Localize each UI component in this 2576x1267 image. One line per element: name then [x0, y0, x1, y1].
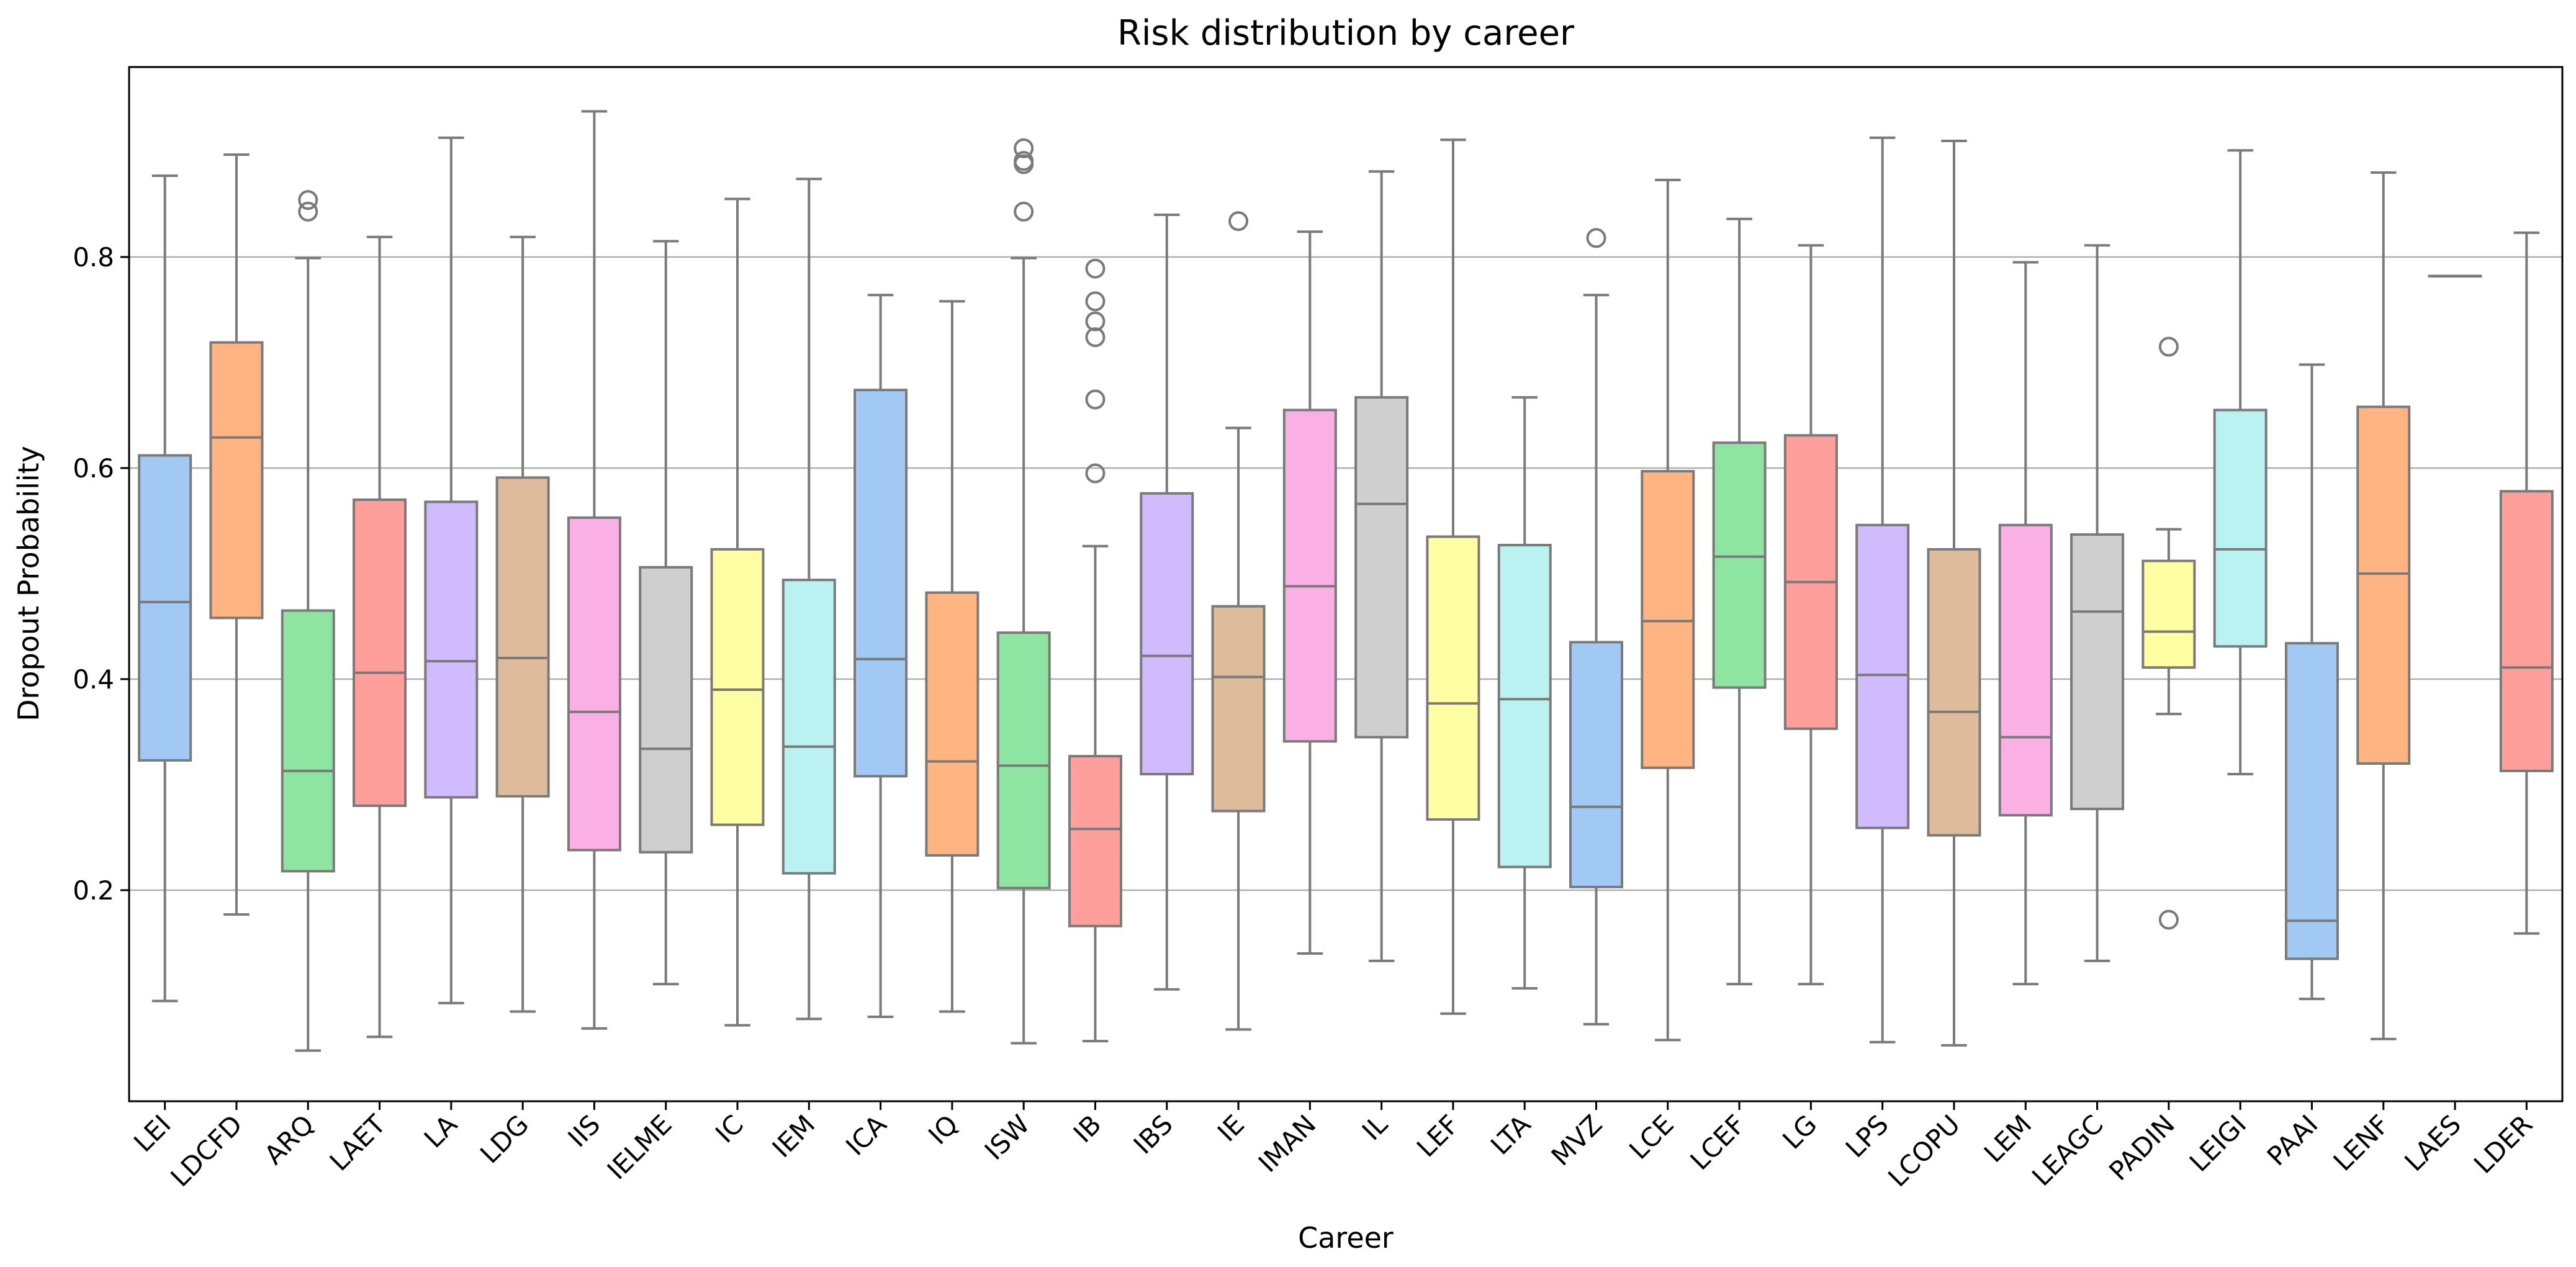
y-tick-label: 0.4 [73, 664, 114, 695]
iqr-box [2141, 559, 2196, 669]
iqr-box [853, 389, 908, 778]
iqr-box [639, 566, 693, 854]
outlier-point [2158, 336, 2179, 357]
y-axis-label: Dropout Probability [12, 446, 45, 721]
iqr-box [996, 631, 1051, 890]
box-lem [1998, 261, 2053, 986]
box-iem [781, 178, 836, 1021]
outlier-point [2158, 909, 2179, 930]
box-lcopu [1927, 140, 1981, 1047]
box-iis [567, 110, 621, 1030]
y-axis-ticks: 0.2 0.4 0.6 0.8 [73, 242, 129, 906]
iqr-box [1855, 523, 1910, 829]
box-ldg [495, 235, 550, 1013]
y-tick-label: 0.6 [73, 453, 114, 484]
iqr-box [1712, 441, 1767, 689]
box-lef [1426, 138, 1480, 1015]
iqr-box [1569, 641, 1624, 888]
box-iq [925, 300, 980, 1013]
iqr-box [138, 454, 192, 762]
iqr-box [1282, 408, 1337, 743]
iqr-box [1927, 548, 1981, 837]
iqr-box [2499, 490, 2554, 772]
chart-title: Risk distribution by career [1117, 13, 1575, 53]
box-lder [2499, 231, 2554, 935]
outlier-point [298, 190, 318, 210]
outlier-point [1014, 154, 1034, 174]
box-lta [1497, 396, 1552, 990]
box-ib [1068, 258, 1122, 1043]
y-tick-label: 0.8 [73, 242, 114, 273]
outlier-point [1085, 311, 1106, 331]
iqr-box [281, 609, 335, 873]
box-il [1354, 170, 1409, 962]
box-ibs [1140, 214, 1194, 991]
outlier-point [1228, 211, 1249, 232]
iqr-box [2070, 533, 2125, 811]
iqr-box [2284, 642, 2339, 960]
box-lei [138, 174, 192, 1003]
outlier-point [1085, 327, 1106, 348]
iqr-box [567, 516, 621, 852]
outlier-point [298, 201, 318, 222]
box-leigi [2213, 149, 2268, 775]
box-iman [1282, 230, 1337, 955]
plot-frame [128, 66, 2564, 1102]
iqr-box [424, 500, 479, 799]
x-axis-label: Career [1298, 1221, 1394, 1255]
box-paai [2284, 363, 2339, 1001]
outlier-point [1014, 138, 1034, 158]
iqr-box [1641, 470, 1695, 769]
outlier-point [1085, 389, 1106, 410]
box-la [424, 136, 479, 1004]
iqr-box [1354, 396, 1409, 739]
box-lg [1783, 244, 1838, 986]
box-ica [853, 294, 908, 1018]
iqr-box [209, 341, 264, 620]
box-padin [2141, 336, 2196, 930]
outlier-point [1085, 258, 1106, 279]
iqr-box [1068, 755, 1122, 927]
iqr-box [353, 498, 407, 807]
box-lps [1855, 136, 1910, 1044]
box-laet [353, 235, 407, 1039]
box-lenf [2356, 171, 2411, 1040]
box-ie [1211, 211, 1266, 1031]
outlier-point [1586, 228, 1606, 248]
outlier-point [1085, 463, 1106, 484]
box-ldcfd [209, 153, 264, 916]
box-ielme [639, 240, 693, 986]
y-tick-label: 0.2 [73, 875, 114, 906]
box-arq [281, 190, 335, 1052]
iqr-box [2213, 408, 2268, 648]
iqr-box [1211, 605, 1266, 813]
iqr-box [781, 579, 836, 875]
iqr-box [925, 591, 980, 857]
outlier-point [1014, 201, 1034, 222]
iqr-box [2356, 405, 2411, 765]
box-leagc [2070, 244, 2125, 962]
box-lcef [1712, 217, 1767, 986]
iqr-box [1998, 523, 2053, 817]
box-lce [1641, 178, 1695, 1042]
iqr-box [1497, 544, 1552, 868]
iqr-box [710, 548, 765, 826]
iqr-box [1140, 492, 1194, 775]
box-laes [2428, 274, 2482, 278]
box-mvz [1569, 228, 1624, 1026]
outlier-point [1085, 291, 1106, 312]
iqr-box [495, 476, 550, 798]
box-isw [996, 138, 1051, 1045]
iqr-box [1426, 535, 1480, 821]
box-ic [710, 197, 765, 1027]
box-series [138, 110, 2554, 1052]
